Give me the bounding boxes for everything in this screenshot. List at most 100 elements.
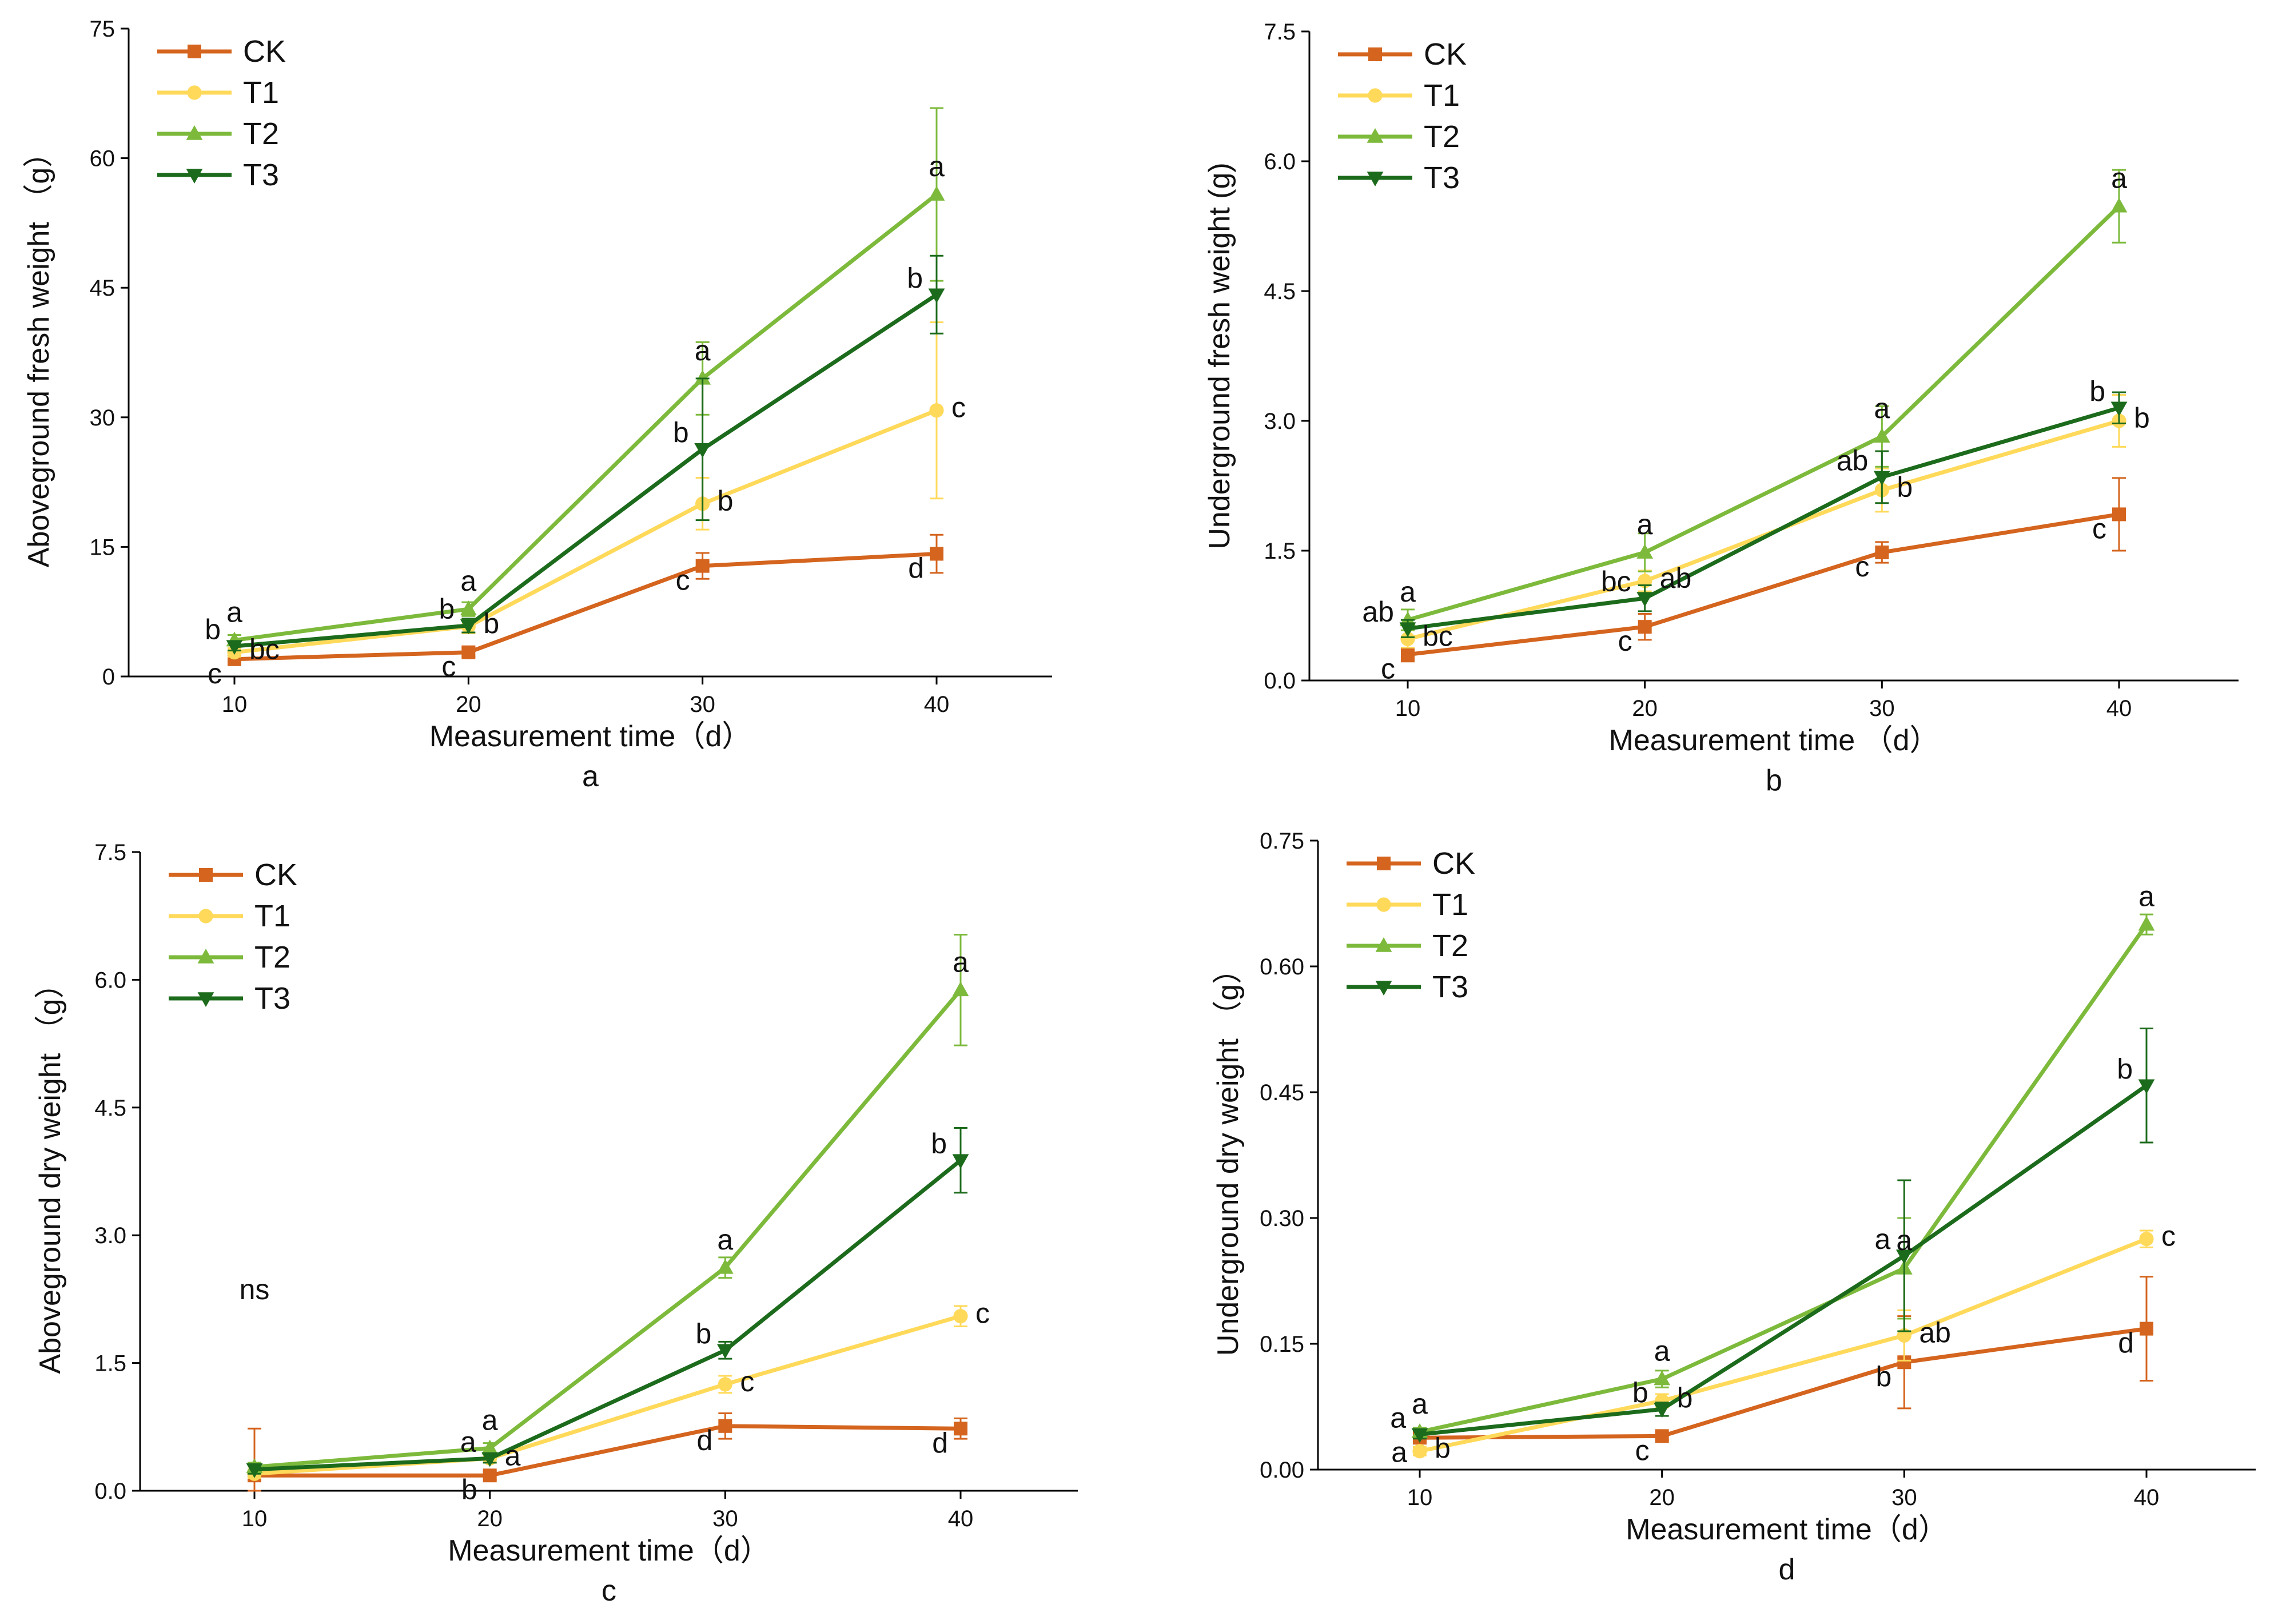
data-point-CK [461,645,476,659]
x-axis-title: Measurement time（d） [448,1534,770,1567]
significance-letter: c [676,564,690,596]
y-tick-label: 1.5 [1264,539,1296,564]
significance-letter: c [2161,1220,2176,1252]
data-point-T2 [460,600,477,615]
x-tick-label: 30 [712,1506,738,1531]
legend-label-T1: T1 [1432,887,1468,922]
legend-label-CK: CK [1432,846,1475,881]
series-T1 [1400,394,2126,648]
significance-letter: b [718,485,734,517]
significance-letter: a [1637,508,1653,540]
significance-letter: b [1876,1360,1892,1392]
data-point-CK [930,547,943,561]
y-tick-label: 30 [90,405,116,431]
series-line-T3 [1419,1084,2148,1436]
data-point-T3 [1873,471,1890,486]
x-tick-label: 30 [690,692,715,717]
chart-panel-b: 0.0 1.5 3.0 4.5 6.0 7.5 10 20 30 40 Measurement ti… [1203,19,2239,797]
y-tick-label: 0.30 [1260,1206,1304,1231]
significance-letter: a [953,946,969,978]
data-point-T2 [928,186,945,201]
significance-letter: c [740,1366,754,1398]
x-tick-label: 10 [1407,1485,1433,1510]
legend-marker-T2 [1367,128,1384,143]
significance-letter: b [1632,1376,1648,1408]
series-T2 [1399,169,2128,631]
legend-marker-T3 [186,169,203,184]
legend: CK T1 T2 T3 [157,34,286,192]
series-T1 [247,1305,968,1481]
data-point-T1 [1400,631,1415,646]
annotation-ns: ns [240,1273,270,1305]
y-tick-label: 0.75 [1260,829,1304,854]
x-tick-label: 40 [924,692,950,717]
y-tick-label: 0.0 [1264,668,1296,694]
series-T3 [246,1127,969,1478]
legend-marker-T3 [197,992,214,1007]
y-tick-label: 0 [102,664,115,690]
series-line-T3 [1407,405,2120,631]
legend-label-T3: T3 [254,981,290,1016]
x-tick-label: 10 [1395,696,1421,721]
significance-letter: a [1896,1224,1912,1256]
significance-letter: c [2092,512,2106,544]
data-point-T1 [2139,1232,2154,1247]
y-tick-label: 75 [90,17,116,42]
significance-letter: a [1875,1223,1891,1255]
significance-letter: a [2138,881,2154,913]
significance-letter: ab [1362,596,1394,628]
y-tick-label: 60 [90,146,116,172]
data-point-CK [2140,1322,2153,1336]
significance-letter: b [673,417,689,449]
significance-letter: b [483,607,499,639]
series-line-T1 [254,1314,961,1476]
y-axis-title: Underground fresh weight (g) [1203,162,1236,549]
series-line-T2 [254,989,962,1469]
significance-letter: bc [1423,620,1453,652]
legend-label-T3: T3 [1424,161,1460,195]
y-tick-label: 3.0 [1264,409,1296,434]
data-point-T2 [1654,1370,1671,1386]
data-point-T3 [1895,1249,1913,1264]
panel-caption: b [1766,764,1782,797]
significance-letter: a [1400,576,1416,608]
significance-letter: b [1677,1382,1693,1414]
y-tick-label: 0.15 [1260,1332,1304,1357]
significance-letter: b [1435,1432,1451,1464]
x-axis-title: Measurement time（d） [1626,1513,1948,1546]
x-tick-label: 20 [1649,1485,1675,1510]
data-point-T2 [694,369,711,385]
significance-letter: c [975,1297,990,1330]
significance-letter: b [907,262,923,294]
x-tick-label: 10 [222,692,248,717]
significance-letter: b [931,1128,947,1160]
x-tick-label: 20 [477,1506,503,1531]
y-tick-label: 4.5 [94,1096,126,1121]
y-tick-label: 0.00 [1260,1458,1304,1483]
y-tick-label: 6.0 [94,968,126,993]
significance-letter: c [441,651,456,683]
chart-panel-d: 0.00 0.15 0.30 0.45 0.60 0.75 10 20 30 40 Measurem… [1212,829,2256,1586]
x-tick-label: 30 [1891,1485,1917,1510]
data-point-T3 [2110,401,2128,417]
data-point-T1 [929,403,944,418]
significance-letter: a [1654,1335,1670,1367]
legend-marker-CK [188,45,201,58]
series-T1 [227,321,944,660]
significance-letter: a [1391,1436,1407,1468]
significance-letter: bc [1601,566,1631,598]
significance-letter: a [505,1439,521,1471]
y-tick-label: 7.5 [94,840,126,865]
data-point-T3 [481,1452,499,1467]
data-point-CK [2112,507,2126,522]
legend-marker-CK [1368,47,1382,61]
y-axis-title: Underground dry weight （g） [1212,954,1245,1356]
significance-letter: b [2134,402,2150,434]
x-tick-label: 20 [1632,696,1658,721]
series-line-T3 [254,1159,962,1472]
significance-letter: b [696,1317,712,1350]
legend-marker-T2 [197,949,214,964]
data-point-CK [695,559,710,573]
series-CK [228,534,943,666]
y-tick-label: 1.5 [94,1351,126,1376]
